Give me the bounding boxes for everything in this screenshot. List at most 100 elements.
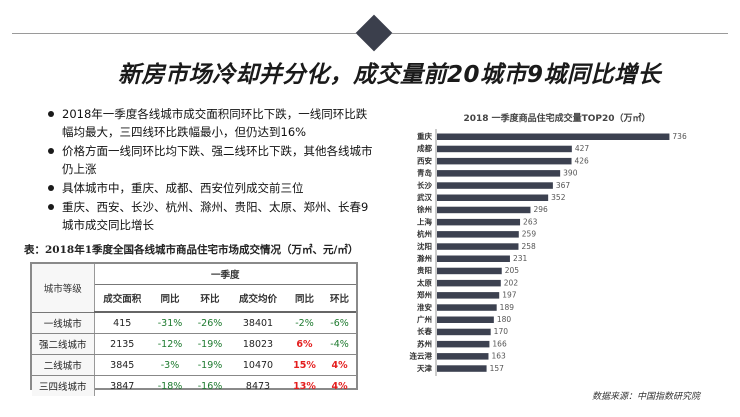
data-label: 189 — [500, 303, 515, 312]
table-cell: 8473 — [245, 380, 271, 392]
table-row: 二线城市 3845 -3% -19% 10470 15% 4% — [32, 354, 357, 376]
category-label: 青岛 — [417, 168, 432, 178]
category-label: 苏州 — [417, 338, 432, 348]
column-header: 成交面积 — [94, 284, 150, 313]
category-label: 长沙 — [417, 180, 432, 190]
data-label: 202 — [504, 278, 519, 287]
diamond-ornament — [355, 14, 393, 52]
header-rule-right — [392, 33, 728, 34]
city-tier-table: 城市等级 一季度 成交面积 同比 环比 成交均价 同比 环比 一线城市 415 -3… — [30, 262, 358, 396]
bar — [437, 206, 531, 214]
table-cell: -31% — [150, 312, 190, 334]
category-label: 滁州 — [417, 253, 432, 263]
column-header: 环比 — [323, 284, 357, 313]
category-label: 沈阳 — [417, 241, 432, 251]
data-label: 166 — [492, 339, 507, 348]
bar — [437, 292, 500, 299]
table-cell: 3845 — [94, 354, 150, 376]
table-row: 三四线城市 3847 -18% -16% 8473 13% 4% — [32, 375, 356, 396]
table-cell: 4% — [323, 354, 357, 376]
bullet-list: 2018年一季度各线城市成交面积同环比下跌，一线同环比跌幅均最大，三四线环比跌幅… — [48, 105, 378, 235]
data-label: 170 — [494, 327, 509, 336]
bullet-item: 价格方面一线同环比均下跌、强二线环比下跌，其他各线城市仍上涨 — [48, 142, 378, 178]
data-label: 367 — [556, 181, 571, 190]
city-tier-label: 强二线城市 — [32, 333, 95, 355]
category-label: 武汉 — [417, 192, 432, 202]
table-cell: -12% — [150, 333, 190, 355]
bar — [437, 133, 670, 140]
data-label: 157 — [490, 364, 505, 373]
category-label: 淮安 — [417, 302, 432, 312]
table-cell: -6% — [323, 312, 357, 334]
column-header: 同比 — [150, 284, 190, 313]
bar — [437, 157, 572, 165]
corner-header: 城市等级 — [32, 264, 95, 313]
bar — [437, 267, 502, 275]
table-cell: 4% — [331, 380, 348, 392]
category-label: 长春 — [417, 326, 432, 336]
category-label: 上海 — [417, 216, 432, 226]
data-label: 427 — [575, 144, 590, 153]
category-label: 成都 — [417, 143, 432, 153]
data-label: 259 — [522, 230, 537, 239]
category-label: 西安 — [417, 155, 432, 165]
city-tier-label: 二线城市 — [32, 354, 95, 376]
table-cell: -16% — [197, 380, 223, 392]
category-label: 徐州 — [416, 204, 432, 214]
table-cell: -2% — [286, 312, 323, 334]
bar — [437, 316, 494, 323]
data-label: 163 — [491, 352, 506, 361]
data-label: 258 — [521, 242, 536, 251]
chart-title: 2018 一季度商品住宅成交量TOP20（万㎡） — [463, 114, 651, 124]
category-label: 连云港 — [410, 351, 433, 361]
table-cell: -18% — [157, 380, 183, 392]
category-label: 太原 — [417, 277, 432, 287]
table-cell: -19% — [190, 333, 230, 355]
table-cell: 18023 — [230, 333, 286, 355]
data-label: 736 — [672, 132, 687, 141]
column-header: 同比 — [286, 284, 323, 313]
data-label: 263 — [523, 217, 538, 226]
bar — [437, 340, 490, 348]
category-label: 广州 — [417, 314, 432, 324]
bullet-item: 具体城市中，重庆、成都、西安位列成交前三位 — [48, 179, 378, 197]
category-label: 杭州 — [417, 229, 432, 239]
bar — [437, 328, 491, 336]
bar — [437, 243, 519, 250]
data-source: 数据来源：中国指数研究院 — [592, 392, 701, 402]
table-cell: 3847 — [110, 380, 135, 392]
bar — [437, 231, 519, 238]
table-cell: 6% — [286, 333, 323, 355]
bar — [437, 353, 489, 360]
table-cell: 10470 — [230, 354, 286, 376]
data-label: 426 — [575, 156, 590, 165]
table-row: 一线城市 415 -31% -26% 38401 -2% -6% — [32, 312, 357, 334]
table-cell: -4% — [323, 333, 357, 355]
data-label: 390 — [563, 169, 578, 178]
city-tier-label: 一线城市 — [32, 312, 95, 334]
column-header: 成交均价 — [230, 284, 286, 313]
bar — [437, 194, 549, 201]
bar — [437, 218, 521, 226]
top20-bar-chart: 重庆 736 成都 427 西安 426 青岛 390 长沙 367 武汉 352 徐州 296 上海 263… — [410, 129, 687, 376]
bar — [437, 365, 487, 372]
data-label: 296 — [533, 205, 548, 214]
table-cell: -19% — [190, 354, 230, 376]
table-caption: 表：2018年1季度全国各线城市商品住宅市场成交情况（万㎡、元/㎡） — [24, 244, 359, 256]
data-label: 231 — [513, 254, 528, 263]
bar — [437, 145, 572, 153]
table-row: 强二线城市 2135 -12% -19% 18023 6% -4% — [32, 333, 357, 355]
data-label: 352 — [551, 193, 566, 202]
data-label: 205 — [505, 266, 520, 275]
bar — [437, 255, 510, 262]
table-cell: -26% — [190, 312, 230, 334]
table-cell: 15% — [286, 354, 323, 376]
header-rule-left — [12, 33, 356, 34]
data-label: 180 — [497, 315, 512, 324]
data-label: 197 — [502, 291, 517, 300]
bar — [437, 304, 497, 311]
category-label: 重庆 — [417, 131, 432, 141]
bar — [437, 279, 501, 287]
column-header: 环比 — [190, 284, 230, 313]
group-header: 一季度 — [94, 264, 357, 285]
